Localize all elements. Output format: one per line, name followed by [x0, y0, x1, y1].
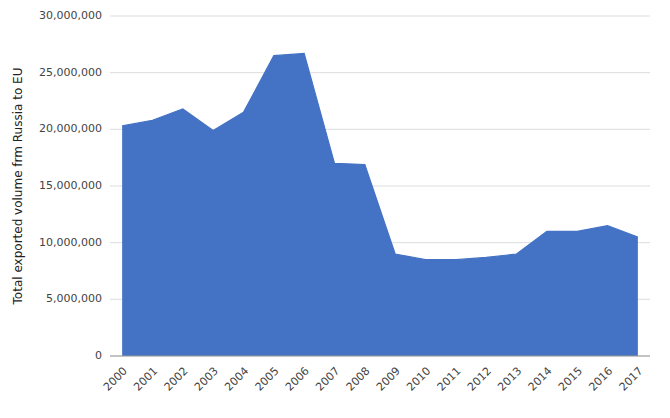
area — [122, 53, 638, 356]
y-tick-label: 15,000,000 — [39, 179, 102, 192]
grid-line — [110, 356, 650, 357]
x-tick-label: 2003 — [192, 365, 221, 394]
x-tick-label: 2015 — [556, 365, 585, 394]
area-line — [122, 53, 638, 259]
x-tick-label: 2016 — [586, 365, 615, 394]
x-tick-label: 2013 — [495, 365, 524, 394]
x-tick-label: 2005 — [253, 365, 282, 394]
y-tick-label: 10,000,000 — [39, 236, 102, 249]
x-tick-label: 2008 — [344, 365, 373, 394]
x-tick-label: 2017 — [617, 365, 646, 394]
grid-line — [110, 72, 650, 73]
y-tick-label: 20,000,000 — [39, 122, 102, 135]
x-tick-label: 2010 — [404, 365, 433, 394]
y-tick-label: 0 — [95, 349, 102, 362]
x-tick-label: 2009 — [374, 365, 403, 394]
x-tick-label: 2002 — [162, 365, 191, 394]
chart: 0 5,000,000 10,000,000 15,000,000 20,000,000… — [0, 0, 670, 418]
plot-area — [122, 53, 638, 356]
y-tick-label: 25,000,000 — [39, 66, 102, 79]
x-axis-line — [110, 356, 650, 357]
x-tick-label: 2012 — [465, 365, 494, 394]
grid-line — [110, 16, 650, 17]
x-tick-label: 2001 — [131, 365, 160, 394]
x-tick-label: 2014 — [526, 365, 555, 394]
x-tick-label: 2011 — [435, 365, 464, 394]
x-tick-label: 2000 — [101, 365, 130, 394]
x-tick-label: 2007 — [313, 365, 342, 394]
y-axis-label: Total exported volume frm Russia to EU — [11, 68, 25, 306]
x-tick-label: 2004 — [222, 365, 251, 394]
x-tick-label: 2006 — [283, 365, 312, 394]
y-tick-label: 5,000,000 — [46, 292, 102, 305]
y-tick-label: 30,000,000 — [39, 9, 102, 22]
